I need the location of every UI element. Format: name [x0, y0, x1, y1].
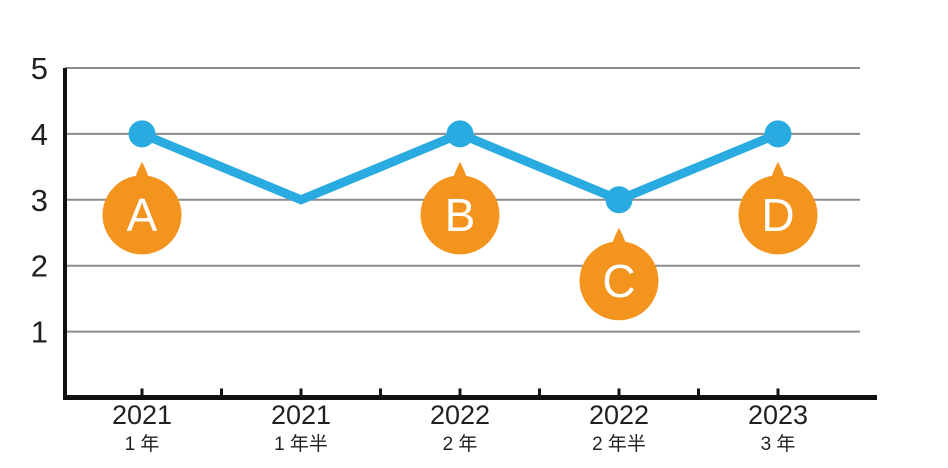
data-point — [446, 120, 474, 148]
callout-bubble — [579, 241, 659, 321]
callout-label: A — [127, 189, 158, 241]
y-tick-label: 1 — [31, 315, 48, 350]
callout-bubble — [420, 175, 500, 255]
y-tick-label: 3 — [31, 183, 48, 218]
x-label-sub: 3 年 — [761, 433, 796, 455]
callout-d: D — [738, 161, 818, 255]
axes — [63, 68, 877, 400]
x-axis-labels: 2021 1 年 2021 1 年半 2022 2 年 2022 2 年半 2023 3 年 — [112, 400, 808, 455]
x-label-year: 2022 — [430, 400, 490, 430]
y-tick-label: 2 — [31, 249, 48, 284]
callout-bubble — [738, 175, 818, 255]
callout-b: B — [420, 161, 500, 255]
y-tick-label: 4 — [31, 117, 48, 152]
callout-c: C — [579, 227, 659, 321]
x-label-year: 2021 — [112, 400, 172, 430]
data-point — [605, 186, 633, 214]
callout-label: B — [445, 189, 476, 241]
x-label-sub: 1 年 — [125, 433, 160, 455]
y-tick-label: 5 — [31, 51, 48, 86]
data-point — [128, 120, 156, 148]
callout-label: C — [602, 255, 635, 307]
x-label-year: 2023 — [748, 400, 808, 430]
data-points — [128, 120, 792, 214]
callout-a: A — [102, 161, 182, 255]
callouts: A B C D — [102, 161, 818, 321]
callout-bubble — [102, 175, 182, 255]
data-point — [764, 120, 792, 148]
x-label-sub: 2 年 — [443, 433, 478, 455]
x-ticks — [140, 388, 780, 398]
x-label-year: 2021 — [271, 400, 331, 430]
y-axis-labels: 1 2 3 4 5 — [31, 51, 48, 350]
x-label-sub: 1 年半 — [274, 433, 328, 455]
x-label-sub: 2 年半 — [592, 433, 646, 455]
callout-label: D — [761, 189, 794, 241]
x-label-year: 2022 — [589, 400, 649, 430]
